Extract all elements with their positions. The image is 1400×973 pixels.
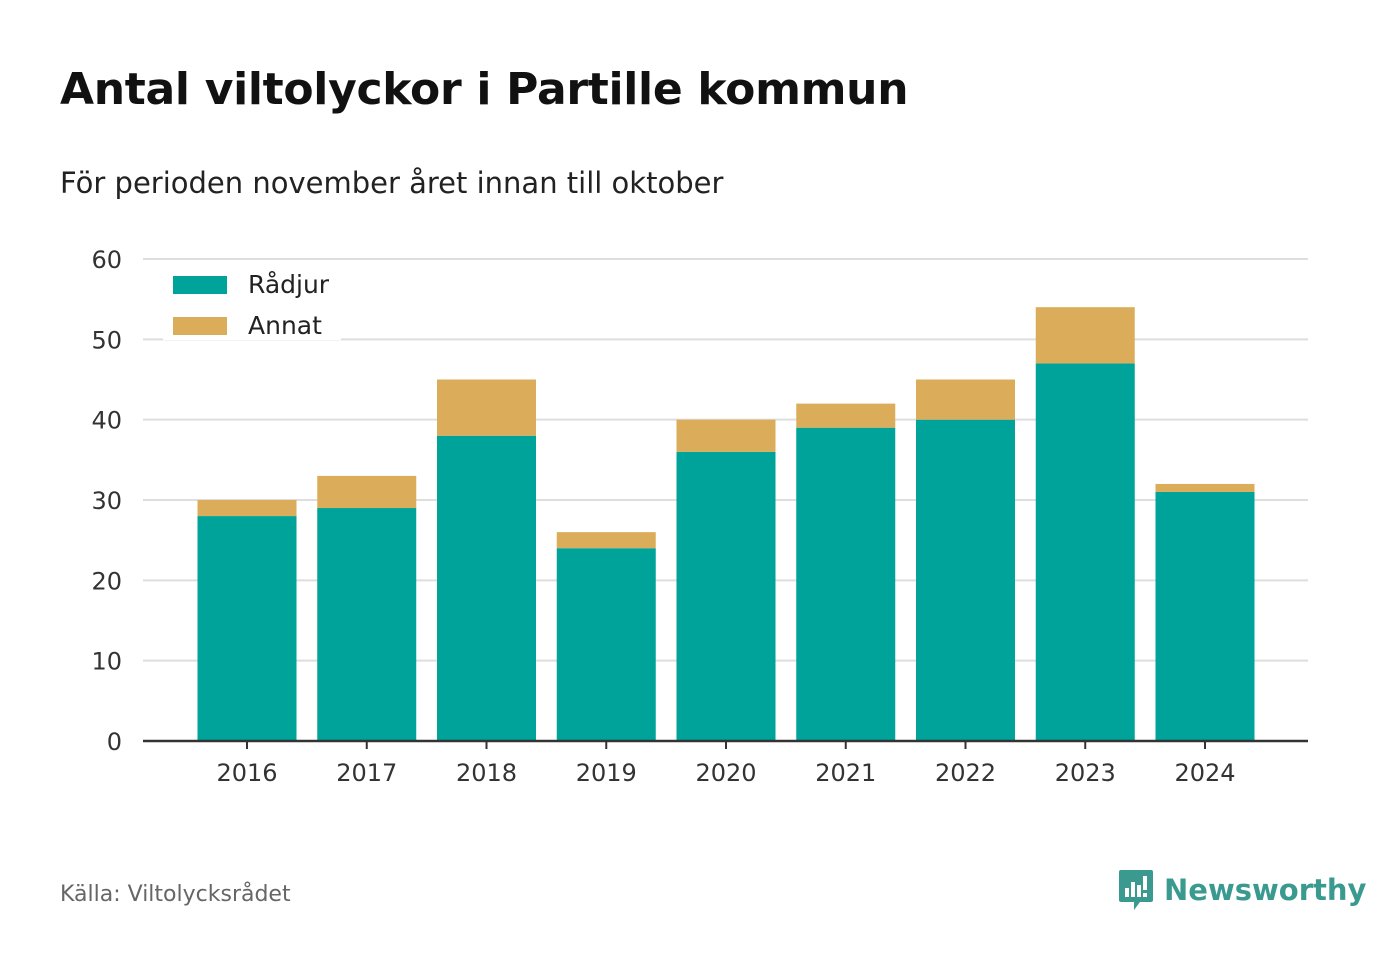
x-tick-label: 2022 (935, 759, 996, 787)
bar-segment (796, 427, 896, 741)
x-tick-label: 2019 (576, 759, 637, 787)
bar-segment (916, 379, 1015, 420)
chart-title: Antal viltolyckor i Partille kommun (60, 64, 909, 115)
bars (197, 307, 1255, 741)
x-tick-label: 2018 (456, 759, 517, 787)
bar-segment (556, 548, 656, 741)
bar-segment (197, 500, 297, 517)
y-tick-label: 30 (91, 487, 122, 515)
bar-segment (317, 508, 417, 741)
axes: 0 10 20 30 40 50 60 2016 2017 2018 2019 2020 2021 202… (91, 246, 1308, 787)
bar-segment (317, 475, 417, 509)
bar-segment (676, 451, 776, 741)
bar-segment (437, 379, 536, 436)
legend-swatch (173, 276, 227, 294)
y-tick-label: 0 (107, 728, 122, 756)
y-tick-label: 10 (91, 648, 122, 676)
bar-segment (1035, 307, 1135, 364)
bar-segment (1035, 363, 1135, 741)
bar-segment (676, 419, 776, 452)
bar-segment (437, 435, 536, 741)
y-tick-label: 40 (91, 407, 122, 435)
legend-label: Annat (248, 311, 322, 340)
bar-segment (916, 419, 1015, 741)
source-note: Källa: Viltolycksrådet (60, 882, 291, 907)
legend-label: Rådjur (248, 270, 330, 299)
brand-name: Newsworthy (1164, 873, 1367, 907)
chart-subtitle: För perioden november året innan till ok… (60, 166, 724, 200)
newsworthy-logo-icon (1119, 870, 1153, 910)
bar-segment (556, 532, 656, 549)
bar-segment (1155, 491, 1255, 741)
x-tick-label: 2023 (1055, 759, 1116, 787)
bar-segment (1155, 483, 1255, 492)
brand: Newsworthy (1118, 868, 1366, 912)
x-tick-label: 2020 (695, 759, 756, 787)
legend-swatch (173, 317, 227, 335)
y-tick-label: 20 (91, 567, 122, 595)
x-tick-label: 2017 (336, 759, 397, 787)
x-tick-label: 2024 (1174, 759, 1235, 787)
legend: Rådjur Annat (163, 262, 341, 340)
x-tick-label: 2021 (815, 759, 876, 787)
bar-segment (796, 403, 896, 428)
bar-segment (197, 516, 297, 741)
y-tick-label: 50 (91, 326, 122, 354)
x-tick-label: 2016 (216, 759, 277, 787)
y-tick-label: 60 (91, 246, 122, 274)
